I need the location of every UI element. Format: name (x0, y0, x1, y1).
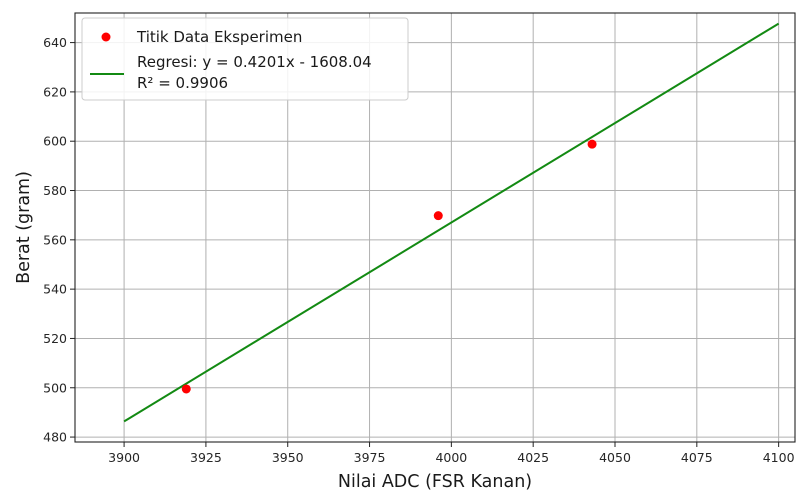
x-tick-label: 4100 (763, 450, 795, 465)
y-axis-label: Berat (gram) (14, 171, 34, 284)
x-axis-ticks: 3900 3925 3950 3975 4000 4025 4050 4075 4100 (108, 442, 795, 465)
x-tick-label: 3925 (190, 450, 222, 465)
x-tick-label: 4050 (599, 450, 631, 465)
legend-scatter-marker (101, 32, 111, 42)
y-tick-label: 600 (43, 134, 67, 149)
y-tick-label: 620 (43, 84, 67, 99)
x-tick-label: 4000 (435, 450, 467, 465)
data-point (433, 211, 443, 221)
y-tick-label: 580 (43, 183, 67, 198)
y-tick-label: 540 (43, 282, 67, 297)
regression-line (123, 22, 780, 423)
legend: Titik Data Eksperimen Regresi: y = 0.420… (81, 17, 409, 101)
y-tick-label: 500 (43, 380, 67, 395)
y-tick-label: 640 (43, 35, 67, 50)
legend-label-scatter: Titik Data Eksperimen (136, 28, 302, 46)
y-tick-label: 520 (43, 331, 67, 346)
x-tick-label: 4025 (517, 450, 549, 465)
y-tick-label: 480 (43, 430, 67, 445)
plot-content (123, 22, 780, 423)
grid (75, 13, 795, 442)
data-point (587, 139, 597, 149)
y-tick-label: 560 (43, 232, 67, 247)
x-tick-label: 4075 (681, 450, 713, 465)
x-axis-label: Nilai ADC (FSR Kanan) (338, 472, 532, 492)
data-point (181, 384, 191, 394)
x-tick-label: 3950 (272, 450, 304, 465)
plot-frame (74, 12, 796, 443)
y-axis-ticks: 480 500 520 540 560 580 600 620 640 (43, 35, 75, 445)
x-tick-label: 3975 (354, 450, 386, 465)
x-tick-label: 3900 (108, 450, 140, 465)
legend-label-r-squared: R² = 0.9906 (137, 74, 228, 92)
legend-box (81, 17, 409, 101)
legend-label-regression: Regresi: y = 0.4201x - 1608.04 (137, 53, 372, 71)
